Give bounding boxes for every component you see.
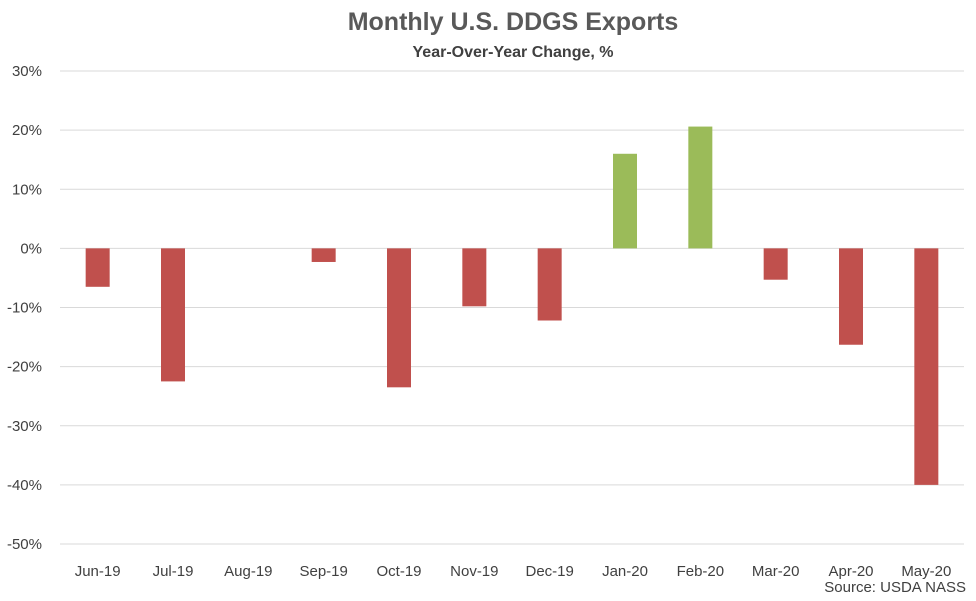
chart-subtitle: Year-Over-Year Change, %	[412, 44, 614, 61]
chart-title: Monthly U.S. DDGS Exports	[347, 8, 679, 36]
bar-may-20	[914, 248, 939, 485]
bar-oct-19	[387, 248, 411, 388]
y-tick-label: 30%	[12, 63, 42, 80]
bar-jan-20	[613, 153, 637, 249]
y-tick-label: 10%	[12, 181, 42, 198]
x-tick-label: May-20	[901, 563, 951, 580]
x-tick-label: Oct-19	[376, 563, 421, 580]
x-tick-label: Jan-20	[602, 563, 648, 580]
x-tick-label: Jul-19	[153, 563, 194, 580]
bar-jul-19	[161, 248, 185, 382]
y-tick-label: -40%	[7, 477, 42, 494]
y-tick-label: -10%	[7, 300, 42, 317]
bar-sep-19	[311, 248, 336, 262]
bar-nov-19	[462, 248, 487, 307]
x-tick-label: Nov-19	[450, 563, 498, 580]
bar-dec-19	[537, 248, 562, 321]
x-tick-label: Jun-19	[75, 563, 121, 580]
x-tick-label: Feb-20	[677, 563, 725, 580]
x-tick-label: Dec-19	[525, 563, 573, 580]
bar-mar-20	[763, 248, 788, 280]
y-tick-label: -20%	[7, 359, 42, 376]
bar-feb-20	[688, 126, 713, 249]
y-tick-label: 0%	[20, 240, 42, 257]
bar-jun-19	[85, 248, 110, 287]
x-tick-label: Apr-20	[828, 563, 873, 580]
y-tick-label: -50%	[7, 536, 42, 553]
bar-apr-20	[839, 248, 863, 345]
x-tick-label: Mar-20	[752, 563, 800, 580]
source-note: Source: USDA NASS	[824, 579, 966, 596]
x-tick-label: Sep-19	[299, 563, 347, 580]
y-tick-label: -30%	[7, 418, 42, 435]
x-tick-label: Aug-19	[224, 563, 272, 580]
y-tick-label: 20%	[12, 122, 42, 139]
